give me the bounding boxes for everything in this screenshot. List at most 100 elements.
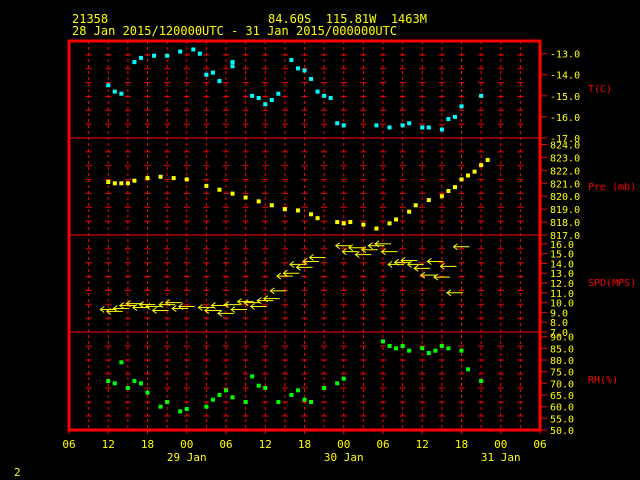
data-point (341, 123, 346, 128)
data-point (479, 379, 484, 383)
y-tick-label: 10.0 (550, 299, 574, 310)
data-point (315, 89, 320, 94)
wind-arrow-head (243, 299, 249, 307)
data-point (335, 121, 340, 126)
wind-arrow-head (256, 297, 262, 305)
data-point (184, 407, 189, 411)
wind-arrow-head (276, 272, 282, 280)
data-point (178, 409, 183, 414)
wind-arrow-head (204, 307, 210, 314)
data-point (217, 393, 222, 397)
data-point (407, 121, 412, 126)
wind-arrow-head (210, 302, 216, 309)
data-point (243, 400, 248, 404)
data-point (204, 404, 209, 409)
data-point (374, 226, 379, 231)
data-point (381, 339, 385, 344)
data-point (210, 397, 215, 402)
data-point (348, 220, 353, 225)
data-point (158, 404, 163, 409)
x-tick-label: 06 (62, 438, 75, 451)
wind-arrow-head (230, 306, 236, 313)
data-point (269, 203, 274, 208)
data-point (485, 157, 490, 162)
x-tick-label: 06 (533, 438, 546, 451)
data-point (394, 217, 399, 222)
data-point (459, 177, 464, 182)
data-point (256, 95, 261, 100)
data-point (210, 70, 215, 75)
wind-arrow-head (400, 257, 406, 264)
data-point (204, 183, 209, 188)
y-tick-label: 75.0 (550, 368, 574, 379)
data-point (145, 176, 150, 181)
station-id: 21358 (72, 12, 109, 26)
wind-arrow-head (426, 258, 432, 265)
data-point (204, 72, 209, 77)
x-tick-label: 18 (141, 438, 154, 451)
data-point (165, 400, 170, 404)
y-tick-label: 80.0 (550, 356, 574, 367)
wind-arrow-head (361, 246, 367, 254)
data-point (315, 216, 320, 221)
y-tick-label: -14.0 (550, 71, 580, 82)
data-point (387, 344, 392, 348)
wind-arrow-head (374, 240, 380, 248)
x-tick-label: 18 (298, 438, 311, 451)
y-tick-label: 8.0 (550, 318, 568, 329)
data-point (433, 348, 438, 353)
wind-arrow-head (217, 309, 223, 317)
data-point (295, 66, 300, 71)
x-tick-label: 12 (102, 438, 115, 451)
data-point (230, 191, 235, 196)
data-point (341, 221, 346, 226)
data-point (446, 117, 451, 122)
data-point (302, 68, 307, 73)
wind-arrow-head (145, 303, 151, 310)
data-point (446, 189, 451, 194)
wind-arrow-head (158, 301, 164, 308)
wind-arrow-head (197, 304, 203, 311)
y-tick-label: 90.0 (550, 333, 574, 344)
data-point (132, 379, 137, 383)
x-tick-label: 06 (219, 438, 232, 451)
wind-arrow-head (348, 244, 354, 252)
data-point (250, 93, 255, 98)
data-point (119, 181, 124, 186)
y-tick-label: 818.0 (550, 218, 580, 229)
y-tick-label: 16.0 (550, 240, 574, 251)
data-point (145, 390, 150, 395)
page-number: 2 (14, 466, 21, 479)
wind-arrow-head (341, 248, 347, 256)
data-point (256, 383, 261, 388)
data-point (217, 187, 222, 192)
day-label: 31 Jan (481, 451, 521, 464)
data-point (479, 93, 484, 98)
data-point (400, 123, 405, 128)
panel-label: Pre (mb) (588, 182, 636, 193)
wind-arrow-head (289, 260, 295, 268)
wind-arrow-head (269, 287, 275, 295)
y-tick-label: -17.0 (550, 134, 580, 145)
y-tick-label: 9.0 (550, 308, 568, 319)
wind-arrow-head (164, 299, 170, 307)
y-tick-label: 70.0 (550, 379, 574, 390)
data-point (426, 198, 431, 203)
data-point (322, 386, 327, 390)
wind-arrow-head (151, 307, 157, 314)
wind-arrow-head (413, 264, 419, 272)
data-point (289, 57, 294, 62)
data-point (341, 376, 346, 381)
data-point (125, 181, 130, 186)
wind-arrow-head (452, 243, 458, 251)
wind-arrow-head (177, 303, 184, 310)
wind-arrow-head (171, 305, 177, 312)
data-point (302, 397, 307, 402)
wind-arrow-head (446, 289, 452, 297)
wind-arrow-head (132, 304, 138, 311)
data-point (230, 395, 235, 400)
data-point (466, 367, 471, 372)
data-point (439, 194, 444, 199)
y-tick-label: 13.0 (550, 269, 574, 280)
wind-arrow-head (380, 248, 386, 256)
